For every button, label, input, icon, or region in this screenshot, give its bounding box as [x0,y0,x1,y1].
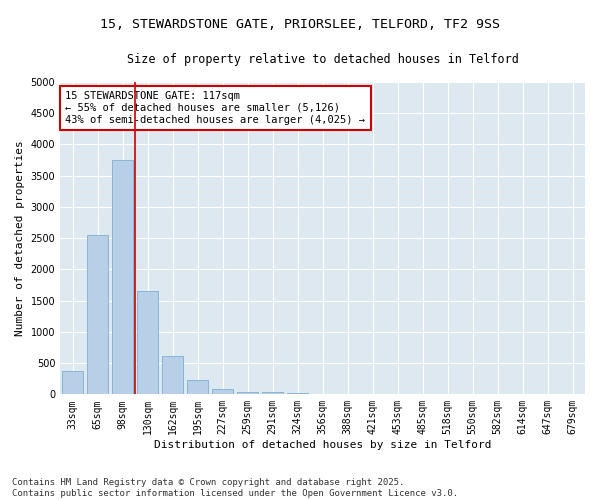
Bar [237,392,258,394]
Bar [62,370,83,394]
Bar [162,356,183,395]
Bar [262,392,283,394]
Y-axis label: Number of detached properties: Number of detached properties [15,140,25,336]
Title: Size of property relative to detached houses in Telford: Size of property relative to detached ho… [127,52,518,66]
Bar [112,160,133,394]
X-axis label: Distribution of detached houses by size in Telford: Distribution of detached houses by size … [154,440,491,450]
Bar [212,388,233,394]
Text: 15, STEWARDSTONE GATE, PRIORSLEE, TELFORD, TF2 9SS: 15, STEWARDSTONE GATE, PRIORSLEE, TELFOR… [100,18,500,30]
Bar [137,291,158,395]
Bar [187,380,208,394]
Text: 15 STEWARDSTONE GATE: 117sqm
← 55% of detached houses are smaller (5,126)
43% of: 15 STEWARDSTONE GATE: 117sqm ← 55% of de… [65,92,365,124]
Bar [87,235,108,394]
Text: Contains HM Land Registry data © Crown copyright and database right 2025.
Contai: Contains HM Land Registry data © Crown c… [12,478,458,498]
